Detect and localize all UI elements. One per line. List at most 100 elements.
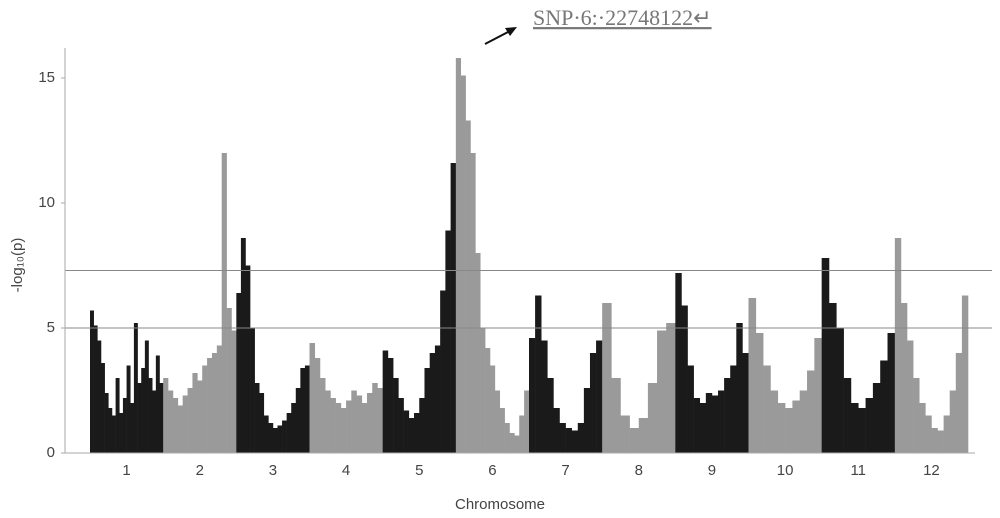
snp-column <box>499 408 505 453</box>
snp-column <box>480 328 486 453</box>
snp-column <box>408 418 415 453</box>
snp-column <box>611 378 621 453</box>
snp-column <box>93 325 98 453</box>
snp-column <box>718 390 725 453</box>
snp-column <box>250 328 255 453</box>
snp-column <box>115 378 120 453</box>
snp-column <box>465 120 471 453</box>
snp-column <box>366 393 373 453</box>
snp-column <box>108 408 113 453</box>
snp-column <box>309 343 316 453</box>
snp-column <box>221 153 227 453</box>
snp-column <box>122 398 127 453</box>
snp-column <box>470 153 476 453</box>
snp-column <box>263 415 269 453</box>
snp-column <box>571 430 579 453</box>
snp-column <box>300 368 306 453</box>
snp-column <box>843 378 852 453</box>
snp-column <box>565 428 572 453</box>
snp-column <box>504 423 510 453</box>
snp-column <box>799 390 808 453</box>
snp-column <box>485 348 491 453</box>
snp-column <box>335 403 342 453</box>
snp-column <box>770 390 779 453</box>
snp-column <box>286 413 292 453</box>
snp-column <box>155 355 160 453</box>
snp-column <box>90 310 94 453</box>
snp-column <box>711 395 719 453</box>
snp-column <box>547 378 554 453</box>
y-tick-label: 15 <box>38 69 55 86</box>
snp-column <box>434 345 441 453</box>
snp-column <box>763 365 771 453</box>
snp-column <box>596 340 603 453</box>
snp-column <box>489 365 496 453</box>
snp-column <box>821 258 830 453</box>
snp-column <box>211 353 218 453</box>
snp-column <box>259 393 265 453</box>
snp-column <box>330 398 336 453</box>
annotation: SNP·6:·22748122↵ <box>533 5 712 30</box>
y-tick-label: 0 <box>47 444 55 461</box>
snp-column <box>736 323 743 453</box>
snp-column <box>240 238 246 453</box>
snp-column <box>681 305 688 453</box>
snp-column <box>163 378 169 453</box>
snp-column <box>675 273 682 453</box>
snp-column <box>807 370 815 453</box>
snp-column <box>254 383 260 453</box>
x-tick-label: 3 <box>269 462 277 479</box>
snp-column <box>130 403 135 453</box>
x-tick-label: 4 <box>342 462 350 479</box>
snp-column <box>144 340 149 453</box>
snp-column <box>148 378 153 453</box>
snp-column <box>657 330 667 453</box>
snp-column <box>361 403 368 453</box>
snp-column <box>137 383 142 453</box>
snp-column <box>602 303 612 453</box>
snp-column <box>216 345 222 453</box>
snp-column <box>97 340 102 453</box>
snp-column <box>325 390 331 453</box>
snp-column <box>553 408 560 453</box>
y-tick-label: 5 <box>47 319 55 336</box>
snp-column <box>931 428 938 453</box>
snp-column <box>419 398 425 453</box>
snp-column <box>104 393 109 453</box>
snp-column <box>182 395 188 453</box>
snp-column <box>387 358 394 453</box>
snp-column <box>393 378 399 453</box>
snp-column <box>814 338 822 453</box>
snp-column <box>629 428 640 453</box>
snp-column <box>943 415 951 453</box>
snp-column <box>742 353 749 453</box>
snp-column <box>268 423 274 453</box>
snp-column <box>319 378 326 453</box>
snp-column <box>282 420 287 453</box>
x-axis-label: Chromosome <box>455 496 545 513</box>
x-tick-label: 9 <box>708 462 716 479</box>
snp-column <box>693 398 701 453</box>
snp-column <box>314 358 321 453</box>
snp-column <box>850 403 859 453</box>
snp-column <box>295 388 301 453</box>
snp-column <box>961 295 969 453</box>
snp-column <box>440 290 446 453</box>
y-tick-label: 10 <box>38 194 55 211</box>
snp-column <box>133 323 138 453</box>
snp-column <box>277 425 283 453</box>
snp-column <box>792 400 801 453</box>
snp-column <box>955 353 963 453</box>
snp-column <box>424 368 431 453</box>
snp-column <box>272 428 278 453</box>
snp-column <box>589 353 597 453</box>
snp-column <box>382 350 389 453</box>
snp-column <box>699 403 707 453</box>
snp-column <box>724 378 731 453</box>
x-tick-label: 10 <box>777 462 794 479</box>
snp-column <box>460 75 466 453</box>
snp-column <box>450 163 457 453</box>
snp-column <box>429 353 436 453</box>
snp-column <box>192 373 198 453</box>
